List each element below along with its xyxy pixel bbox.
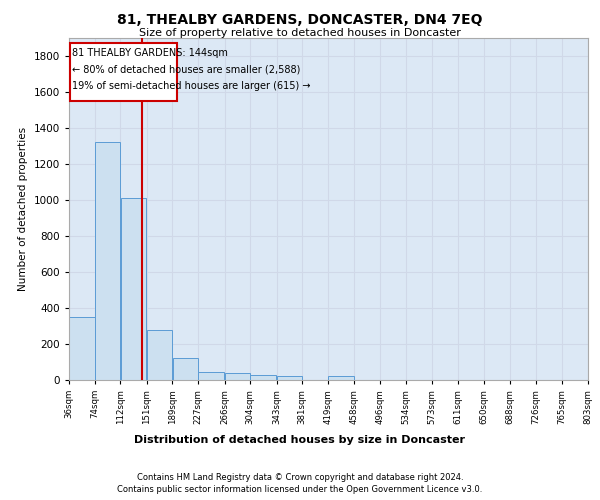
Text: Contains public sector information licensed under the Open Government Licence v3: Contains public sector information licen… bbox=[118, 485, 482, 494]
Text: 81 THEALBY GARDENS: 144sqm: 81 THEALBY GARDENS: 144sqm bbox=[73, 48, 228, 58]
Text: ← 80% of detached houses are smaller (2,588): ← 80% of detached houses are smaller (2,… bbox=[73, 64, 301, 74]
FancyBboxPatch shape bbox=[70, 43, 177, 102]
Bar bbox=[199, 372, 224, 380]
Bar bbox=[173, 358, 198, 380]
Bar bbox=[95, 142, 120, 380]
Bar bbox=[121, 198, 146, 380]
Text: 81, THEALBY GARDENS, DONCASTER, DN4 7EQ: 81, THEALBY GARDENS, DONCASTER, DN4 7EQ bbox=[117, 12, 483, 26]
Text: Distribution of detached houses by size in Doncaster: Distribution of detached houses by size … bbox=[134, 435, 466, 445]
Bar bbox=[224, 373, 250, 380]
Bar bbox=[328, 376, 353, 380]
Bar bbox=[147, 330, 172, 380]
Bar bbox=[69, 317, 95, 380]
Bar bbox=[250, 374, 276, 380]
Bar bbox=[277, 376, 302, 380]
Text: 19% of semi-detached houses are larger (615) →: 19% of semi-detached houses are larger (… bbox=[73, 82, 311, 92]
Y-axis label: Number of detached properties: Number of detached properties bbox=[18, 126, 28, 291]
Text: Contains HM Land Registry data © Crown copyright and database right 2024.: Contains HM Land Registry data © Crown c… bbox=[137, 472, 463, 482]
Text: Size of property relative to detached houses in Doncaster: Size of property relative to detached ho… bbox=[139, 28, 461, 38]
